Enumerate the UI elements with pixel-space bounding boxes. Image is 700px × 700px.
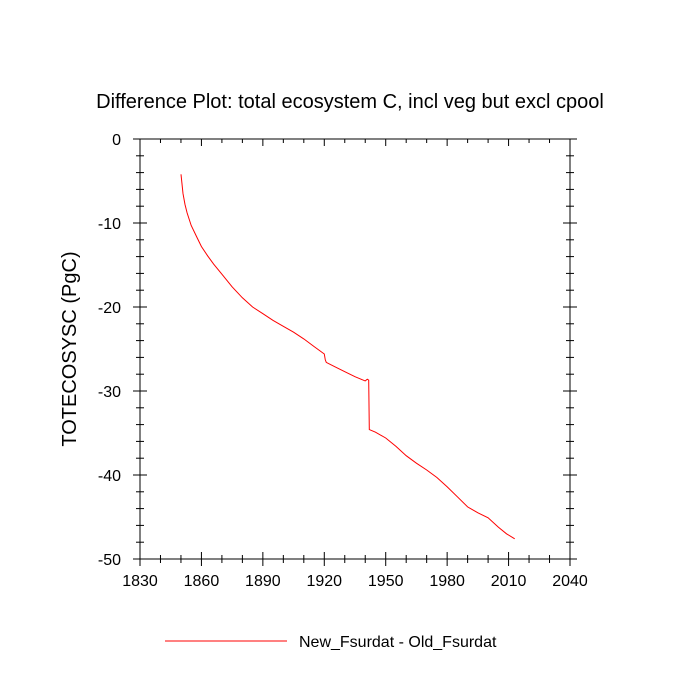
plot-area: [139, 138, 571, 560]
series-layer: [180, 174, 515, 540]
x-tick-label: 2040: [552, 573, 588, 590]
x-tick-label: 1980: [429, 573, 465, 590]
x-tick-label: 1890: [245, 573, 281, 590]
legend-label: New_Fsurdat - Old_Fsurdat: [299, 634, 497, 651]
y-axis: 0 -10 -20 -30 -40 -50: [98, 132, 577, 569]
y-tick-label: 0: [112, 132, 121, 149]
y-axis-title: TOTECOSYSC (PgC): [59, 251, 81, 446]
series-line: [180, 174, 515, 540]
x-tick-label: 1860: [184, 573, 220, 590]
y-tick-label: -40: [98, 468, 121, 485]
y-tick-label: -30: [98, 384, 121, 401]
x-tick-label: 1950: [368, 573, 404, 590]
y-tick-label: -50: [98, 552, 121, 569]
legend: New_Fsurdat - Old_Fsurdat: [165, 634, 497, 651]
y-tick-label: -10: [98, 216, 121, 233]
y-tick-label: -20: [98, 300, 121, 317]
minor-ticks: [136, 139, 574, 563]
x-tick-label: 1830: [122, 573, 158, 590]
chart-title: Difference Plot: total ecosystem C, incl…: [96, 91, 604, 113]
x-tick-label: 2010: [491, 573, 527, 590]
x-tick-label: 1920: [306, 573, 342, 590]
x-axis: 1830 1860 1890 1920 1950 1980 2010 2040: [122, 139, 588, 590]
